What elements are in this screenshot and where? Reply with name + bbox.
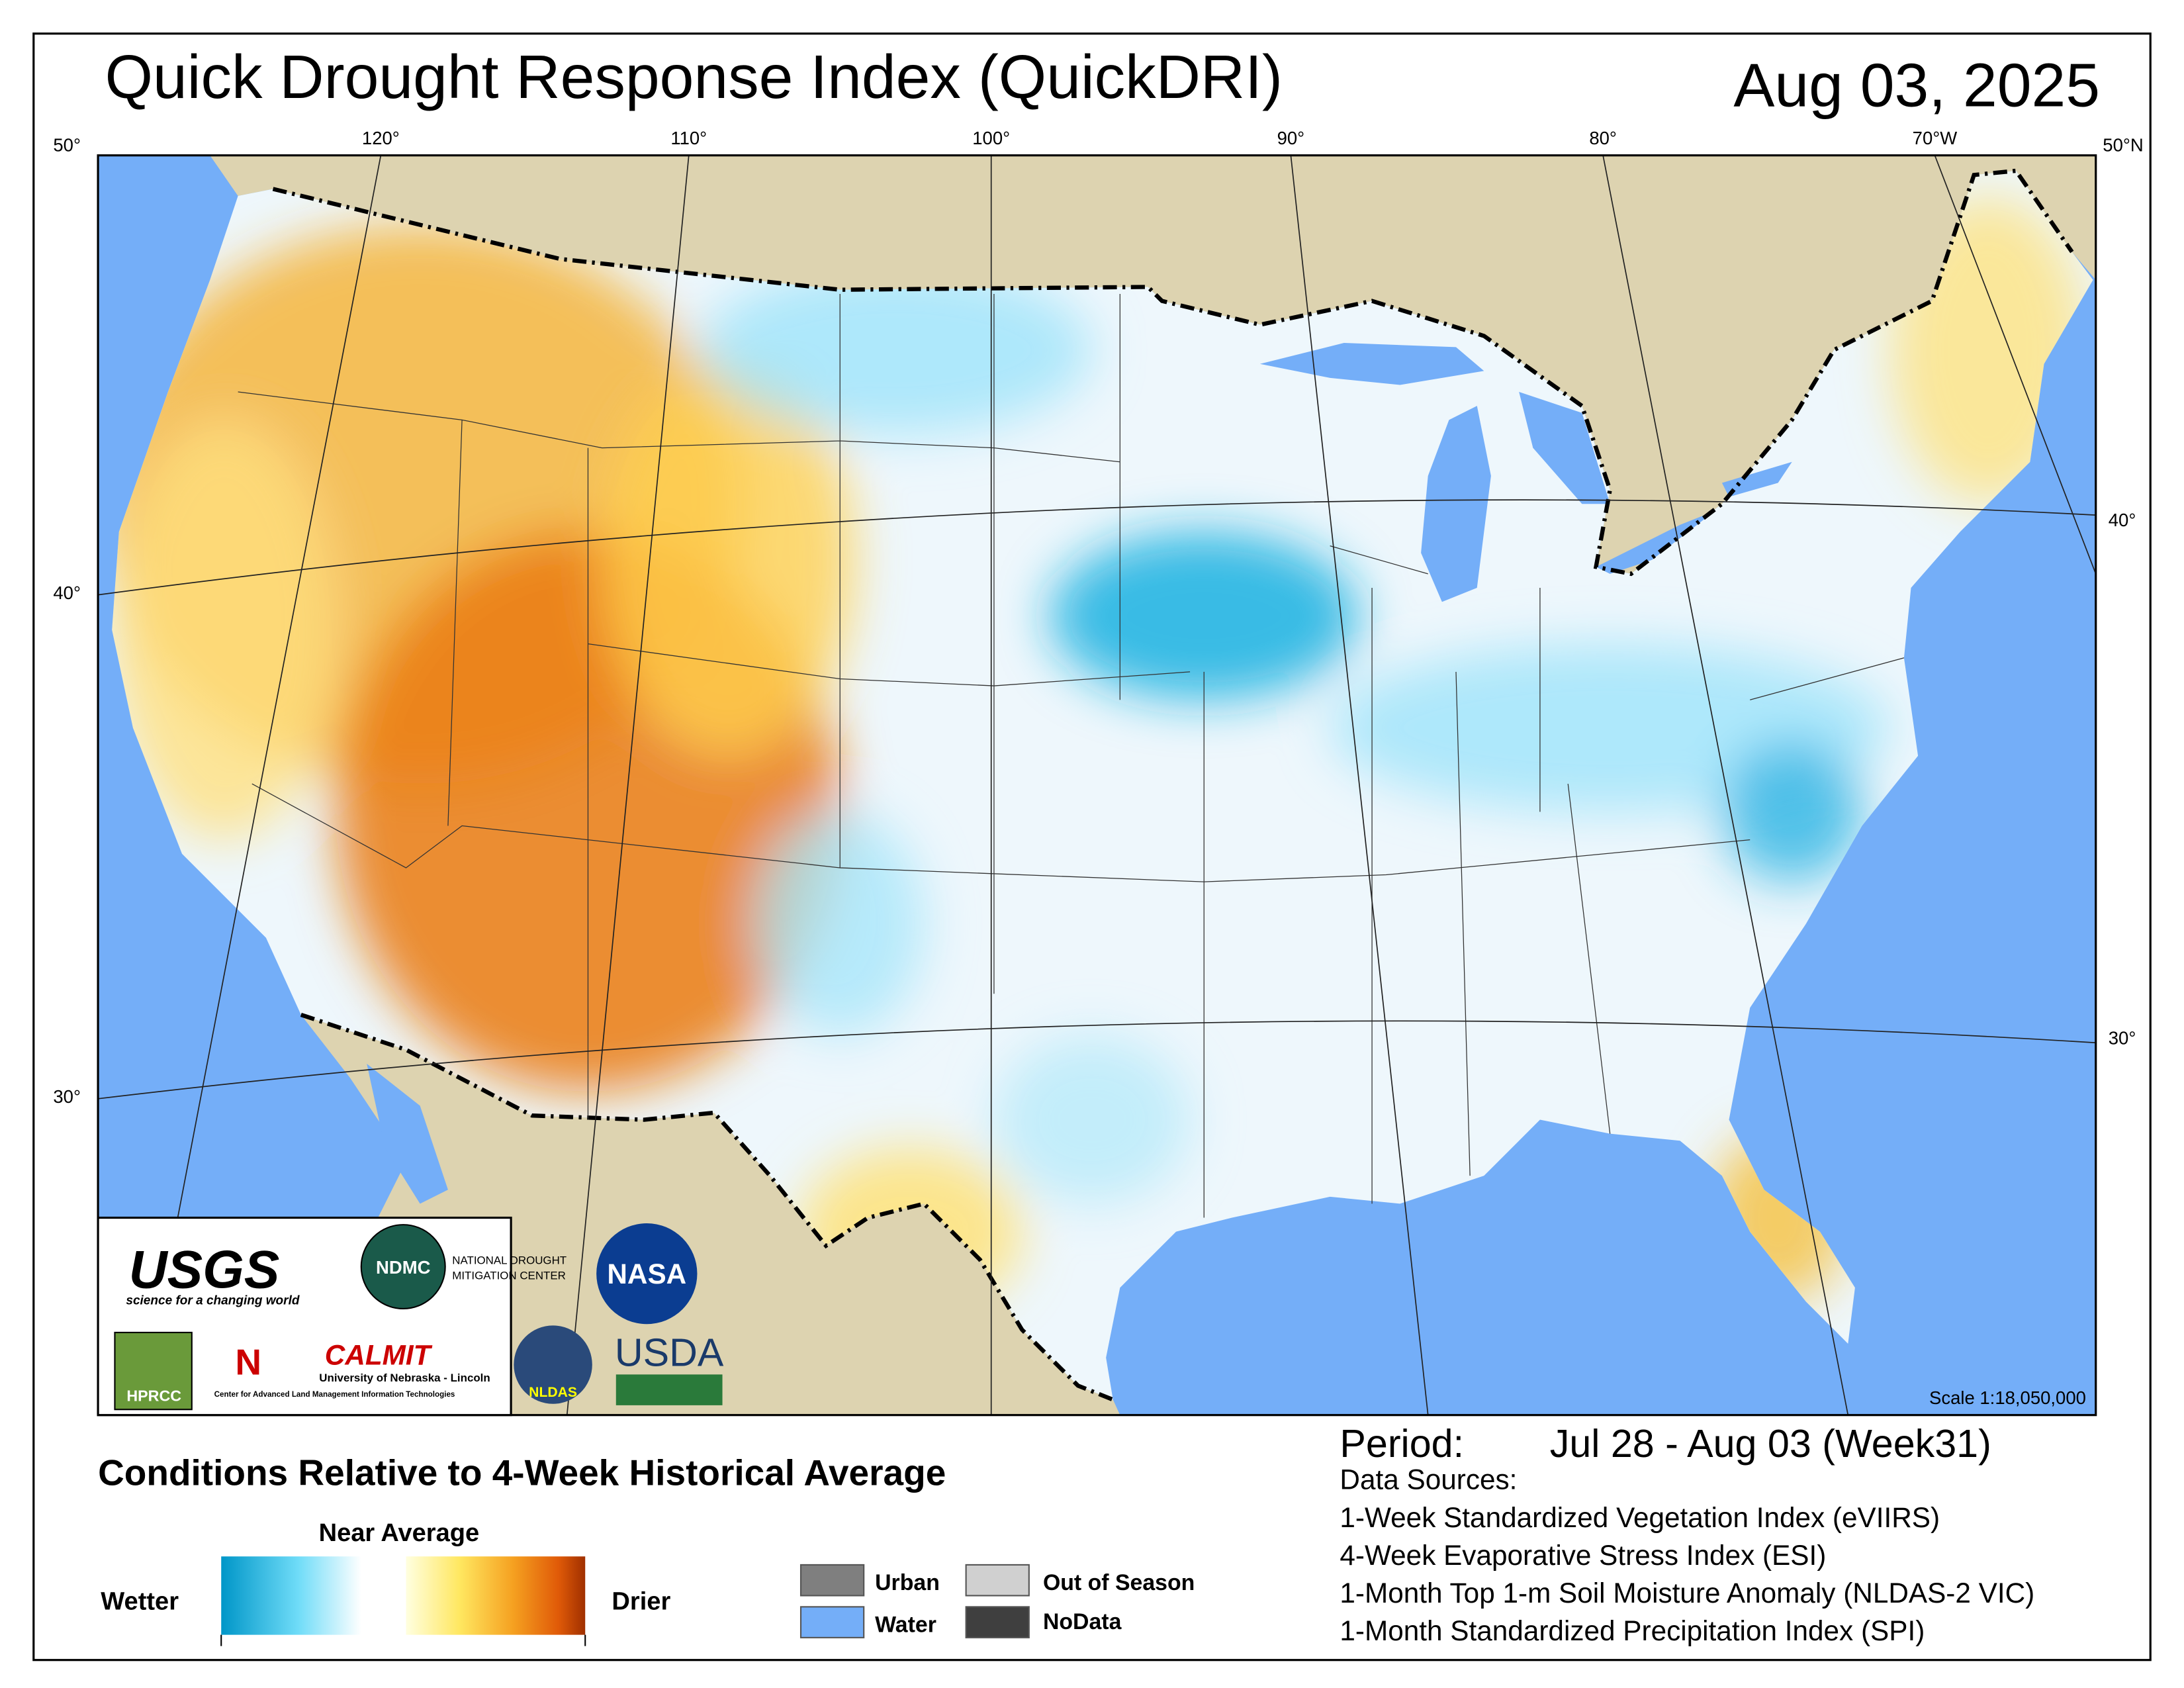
lake-huron <box>1519 392 1610 504</box>
dry-colorbar <box>406 1556 586 1635</box>
state-lines <box>238 294 1905 1218</box>
lon-label: 110° <box>670 128 707 148</box>
usda-field <box>615 1374 723 1405</box>
period-label: Period: <box>1340 1421 1464 1466</box>
lake-erie <box>1596 510 1715 574</box>
calmit-full: Center for Advanced Land Management Info… <box>214 1390 455 1399</box>
legend-label: NoData <box>1043 1609 1122 1634</box>
date: Aug 03, 2025 <box>1733 51 2100 120</box>
nldas-text: NLDAS <box>529 1385 577 1400</box>
source: 4-Week Evaporative Stress Index (ESI) <box>1340 1540 1826 1571</box>
lat-label: 40° <box>2109 510 2136 530</box>
source: 1-Month Top 1-m Soil Moisture Anomaly (N… <box>1340 1577 2034 1609</box>
legend-label: Water <box>875 1612 936 1637</box>
drier: Drier <box>612 1588 670 1616</box>
lake-ontario <box>1721 461 1792 497</box>
gulf-of-california <box>367 1063 448 1204</box>
source: 1-Week Standardized Vegetation Index (eV… <box>1340 1502 1940 1533</box>
unl-text: University of Nebraska - Lincoln <box>319 1372 490 1384</box>
logo-panel: USGS science for a changing world NDMC N… <box>97 1216 724 1417</box>
wet-colorbar <box>221 1556 361 1635</box>
legend-heading: Conditions Relative to 4-Week Historical… <box>98 1452 946 1493</box>
usgs-tagline: science for a changing world <box>126 1294 299 1308</box>
legend-label: Out of Season <box>1043 1570 1195 1595</box>
source: 1-Month Standardized Precipitation Index… <box>1340 1615 1925 1646</box>
lon-label: 90° <box>1277 128 1305 148</box>
map-scale: Scale 1:18,050,000 <box>1929 1387 2086 1408</box>
canada <box>98 155 2096 574</box>
lat-label: 40° <box>53 583 81 603</box>
colorbar-ticks <box>220 1634 586 1646</box>
lat-label: 30° <box>2109 1027 2136 1048</box>
lon-label: 120° <box>362 128 400 148</box>
hprcc-text: HPRCC <box>126 1387 181 1405</box>
lake-superior <box>1259 343 1484 385</box>
usgs-logo: USGS <box>129 1240 280 1299</box>
near-average: Near Average <box>319 1519 480 1547</box>
ndmc-text: NDMC <box>376 1257 431 1278</box>
hprcc-logo <box>114 1331 193 1411</box>
lon-label: 100° <box>972 128 1010 148</box>
usda-logo: USDA <box>615 1331 724 1375</box>
graticule <box>98 155 2096 1415</box>
water-swatch <box>799 1606 865 1638</box>
mexico-border <box>300 1012 1114 1402</box>
legend-label: Urban <box>875 1570 940 1595</box>
nasa-logo <box>596 1223 698 1325</box>
lat-label: 30° <box>53 1086 81 1107</box>
ndmc-name: NATIONAL DROUGHT <box>452 1254 567 1266</box>
lon-label: 80° <box>1589 128 1617 148</box>
period: Jul 28 - Aug 03 (Week31) <box>1550 1421 1991 1466</box>
title: Quick Drought Response Index (QuickDRI) <box>105 42 1283 111</box>
ndmc-logo <box>360 1224 446 1310</box>
sources-heading: Data Sources: <box>1340 1464 1517 1495</box>
out-of-season-swatch <box>965 1564 1030 1597</box>
map-frame <box>97 154 2097 1417</box>
wetter: Wetter <box>101 1588 179 1616</box>
ndmc-name: MITIGATION CENTER <box>452 1270 566 1282</box>
nasa-text: NASA <box>607 1258 686 1289</box>
lat-label: 50°N <box>2103 134 2143 155</box>
urban-swatch <box>799 1564 865 1597</box>
map <box>98 155 2096 1415</box>
nldas-logo <box>514 1325 592 1404</box>
lat-label: 50° <box>53 134 81 155</box>
nodata-swatch <box>965 1606 1030 1638</box>
calmit-logo: CALMIT <box>325 1340 433 1371</box>
lake-michigan <box>1421 406 1491 602</box>
unl-n: N <box>235 1341 261 1382</box>
lon-label: 70°W <box>1913 128 1958 148</box>
